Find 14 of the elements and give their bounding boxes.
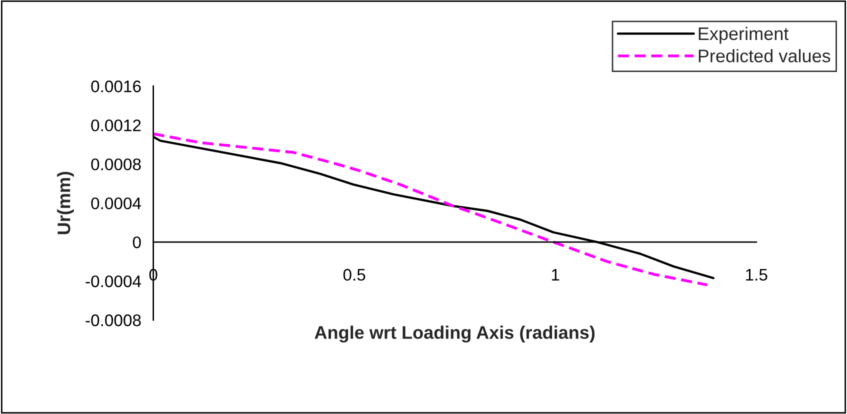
x-tick-label: 1: [552, 269, 560, 281]
legend-label: Experiment: [698, 26, 789, 44]
y-tick-label: 0.0012: [91, 120, 141, 132]
y-tick-label: -0.0008: [86, 314, 141, 326]
y-tick-label: 0.0004: [91, 197, 142, 210]
y-tick-label: 0.0008: [91, 158, 141, 170]
y-tick-label: 0.0016: [91, 80, 141, 92]
x-tick-label: 0.5: [343, 268, 366, 281]
legend-label: Predicted values: [698, 49, 830, 62]
y-tick-label: -0.0004: [86, 275, 142, 288]
y-axis-title: Ur(mm): [57, 172, 74, 234]
y-tick-label: 0: [132, 236, 141, 248]
x-axis-title: Angle wrt Loading Axis (radians): [314, 326, 595, 343]
x-tick-label: 1.5: [746, 269, 768, 281]
